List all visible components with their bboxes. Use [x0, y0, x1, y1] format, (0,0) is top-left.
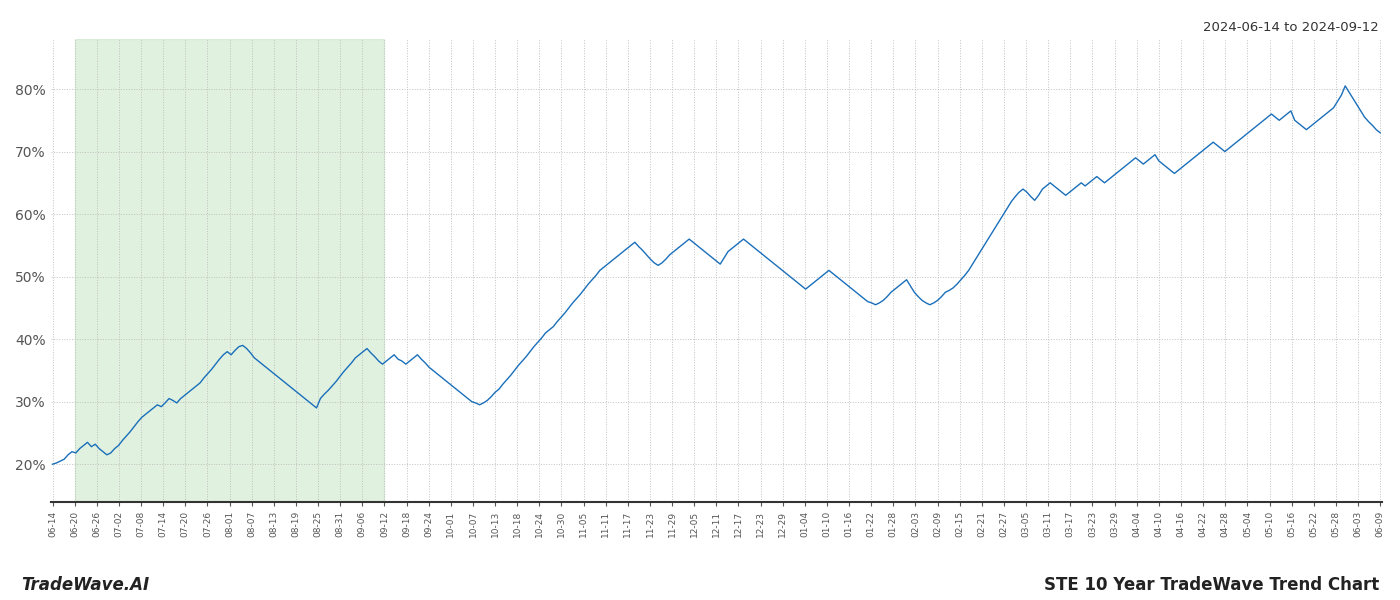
Text: STE 10 Year TradeWave Trend Chart: STE 10 Year TradeWave Trend Chart: [1044, 576, 1379, 594]
Bar: [74, 39, 385, 502]
Text: TradeWave.AI: TradeWave.AI: [21, 576, 150, 594]
Text: 2024-06-14 to 2024-09-12: 2024-06-14 to 2024-09-12: [1203, 21, 1379, 34]
